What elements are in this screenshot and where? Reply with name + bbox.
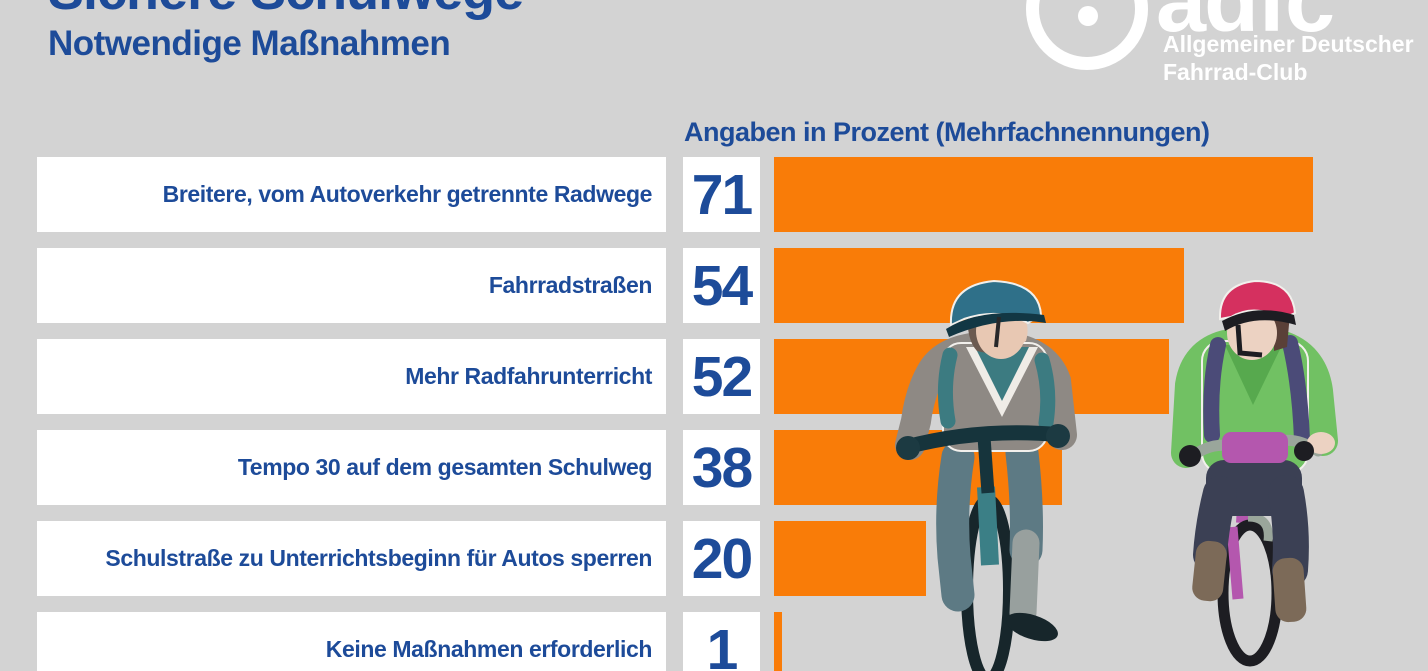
category-label: Keine Maßnahmen erforderlich (37, 612, 666, 671)
page-title: Sichere Schulwege (48, 0, 524, 22)
category-label: Breitere, vom Autoverkehr getrennte Radw… (37, 157, 666, 232)
adfc-logo: adfc Allgemeiner Deutscher Fahrrad-Club (0, 0, 1428, 120)
value-label: 52 (683, 339, 760, 414)
category-label: Tempo 30 auf dem gesamten Schulweg (37, 430, 666, 505)
logo-subline-2: Fahrrad-Club (1163, 59, 1308, 85)
logo-subline-1: Allgemeiner Deutscher (1163, 31, 1414, 57)
category-label: Fahrradstraßen (37, 248, 666, 323)
bar (774, 521, 926, 596)
chart-row: Keine Maßnahmen erforderlich 1 (0, 612, 1428, 671)
category-label: Mehr Radfahrunterricht (37, 339, 666, 414)
right-cyclist-illustration (1171, 279, 1338, 667)
category-label: Schulstraße zu Unterrichtsbeginn für Aut… (37, 521, 666, 596)
wheel-hub-icon (1078, 6, 1098, 26)
bar (774, 157, 1313, 232)
chart-unit-note: Angaben in Prozent (Mehrfachnennungen) (684, 117, 1210, 147)
chart-row: Breitere, vom Autoverkehr getrennte Radw… (0, 157, 1428, 232)
chart-row: Schulstraße zu Unterrichtsbeginn für Aut… (0, 521, 1428, 596)
value-label: 54 (683, 248, 760, 323)
bar (774, 612, 782, 671)
cyclists-illustration (895, 279, 1338, 671)
value-label: 20 (683, 521, 760, 596)
value-label: 1 (683, 612, 760, 671)
page-subtitle: Notwendige Maßnahmen (48, 24, 451, 63)
left-cyclist-illustration (895, 279, 1077, 671)
chart-row: Mehr Radfahrunterricht 52 (0, 339, 1428, 414)
value-label: 71 (683, 157, 760, 232)
value-label: 38 (683, 430, 760, 505)
logo-brand-text: adfc (1156, 0, 1335, 51)
